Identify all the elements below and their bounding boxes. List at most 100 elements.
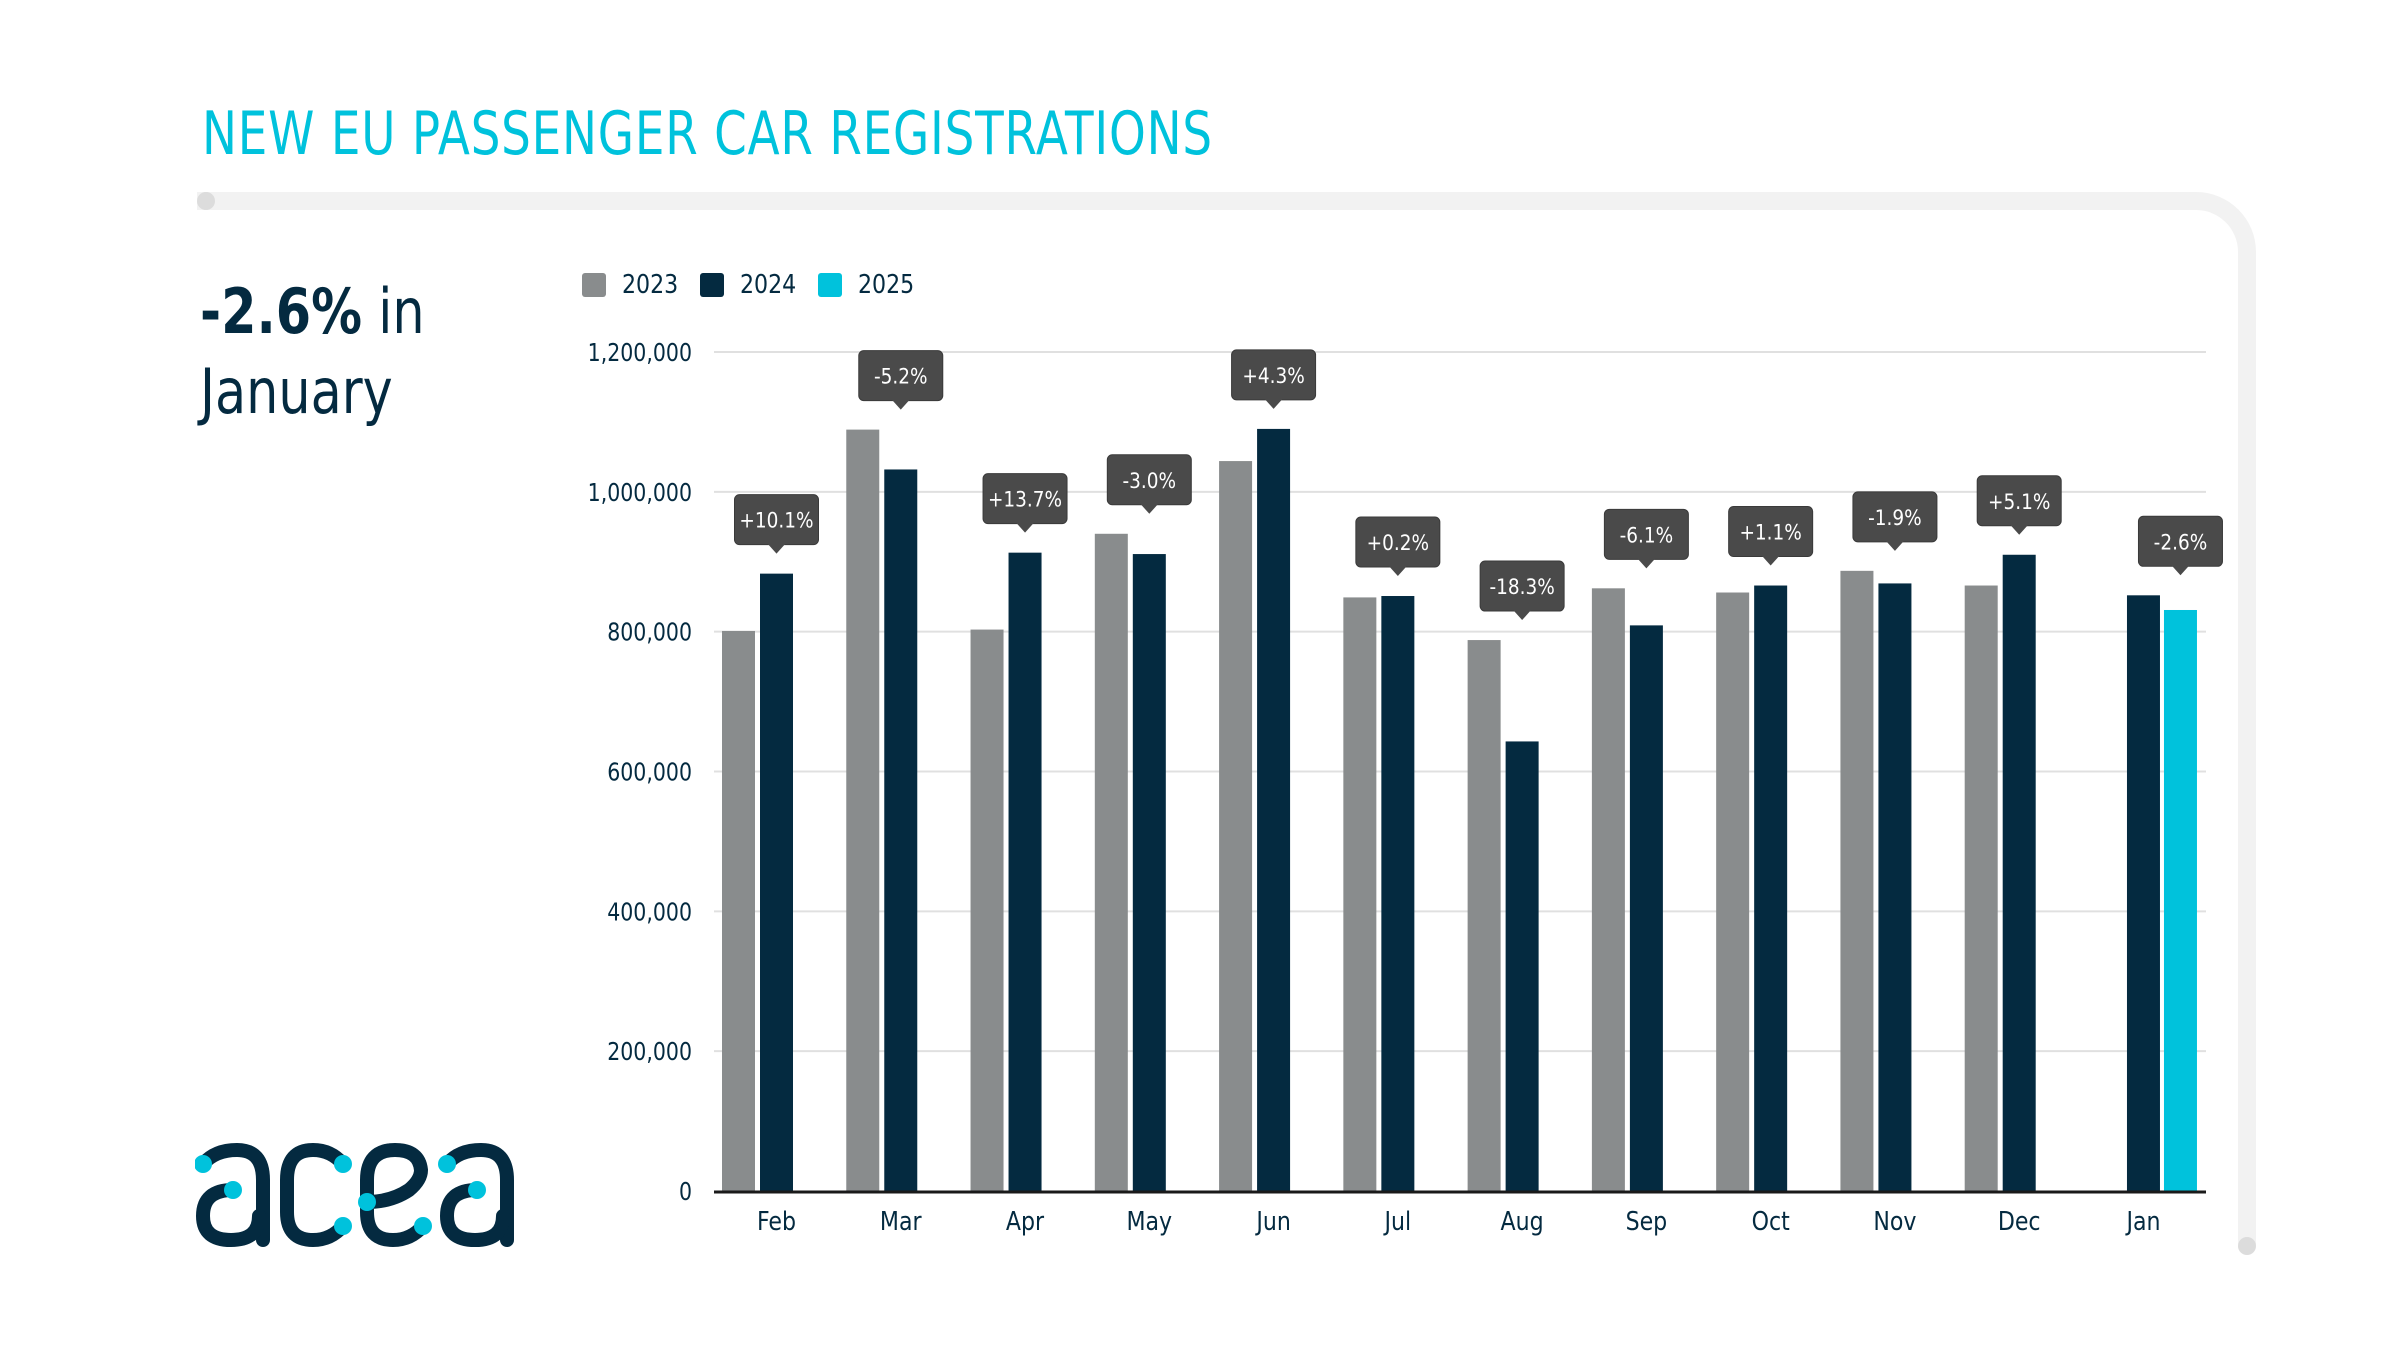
legend-item-2023: 2023 xyxy=(582,270,678,300)
change-tooltip: -1.9% xyxy=(1852,491,1938,551)
tooltip-label: -5.2% xyxy=(874,364,928,388)
y-axis-labels: 0 200,000 400,000 600,000 800,000 1,000,000 1,… xyxy=(588,339,692,1206)
frame-top-bar xyxy=(197,192,2197,210)
acea-logo xyxy=(195,1142,514,1248)
logo-letter-a1-bowl xyxy=(195,1183,266,1248)
logo-dot xyxy=(358,1193,376,1211)
headline-suffix: in xyxy=(362,275,425,348)
tooltip-label: -2.6% xyxy=(2154,530,2208,554)
legend-label-2024: 2024 xyxy=(740,270,797,300)
bar-2024-nov xyxy=(1878,583,1912,1191)
bar-2023-jun xyxy=(1219,461,1253,1191)
legend-swatch-2023 xyxy=(582,273,606,297)
legend-label-2025: 2025 xyxy=(858,270,915,300)
y-tick-label: 1,000,000 xyxy=(588,479,692,507)
gridlines xyxy=(714,351,2206,1053)
bar-2024-jan xyxy=(2126,595,2160,1191)
bar-2024-sep xyxy=(1629,625,1663,1191)
y-tick-label: 800,000 xyxy=(607,619,692,647)
change-tooltip: +4.3% xyxy=(1231,349,1317,409)
legend-item-2024: 2024 xyxy=(700,270,796,300)
tooltip-arrow xyxy=(1637,558,1656,569)
tooltip-label: +0.2% xyxy=(1367,531,1429,555)
tooltip-label: +13.7% xyxy=(988,488,1062,512)
logo-dot xyxy=(468,1181,486,1199)
legend-swatch-2024 xyxy=(700,273,724,297)
tooltip-label: +10.1% xyxy=(739,509,813,533)
chart-legend: 2023 2024 2025 xyxy=(582,270,936,300)
tooltip-label: +1.1% xyxy=(1739,520,1801,544)
tooltip-arrow xyxy=(1761,555,1780,566)
x-tick-label: Nov xyxy=(1873,1206,1916,1236)
change-tooltip: +1.1% xyxy=(1728,506,1814,566)
x-tick-label: May xyxy=(1126,1206,1172,1236)
bar-2024-feb xyxy=(760,573,793,1191)
bar-2024-mar xyxy=(884,469,918,1192)
x-tick-label: Oct xyxy=(1752,1206,1790,1236)
tooltip-label: +4.3% xyxy=(1242,364,1304,388)
change-tooltip: +5.1% xyxy=(1976,475,2062,535)
bar-2023-nov xyxy=(1840,570,1874,1191)
logo-dot xyxy=(438,1155,456,1173)
tooltip-arrow xyxy=(2171,565,2190,576)
y-tick-label: 0 xyxy=(679,1178,692,1206)
change-tooltip: -5.2% xyxy=(858,350,944,410)
bar-2023-sep xyxy=(1591,588,1625,1191)
bar-2024-may xyxy=(1132,554,1166,1191)
change-tooltip: -2.6% xyxy=(2137,515,2223,576)
y-tick-label: 400,000 xyxy=(607,898,692,926)
bars xyxy=(722,428,2197,1192)
tooltip-label: -1.9% xyxy=(1868,506,1922,530)
tooltip-arrow xyxy=(891,399,910,410)
logo-dot xyxy=(414,1217,432,1235)
x-tick-label: Mar xyxy=(880,1206,922,1236)
tooltip-arrow xyxy=(2010,524,2029,535)
tooltip-label: +5.1% xyxy=(1988,490,2050,514)
logo-letter-c xyxy=(280,1142,350,1248)
change-tooltip: -6.1% xyxy=(1603,508,1689,569)
tooltip-arrow xyxy=(1264,398,1283,409)
tooltip-arrow xyxy=(1388,566,1407,577)
bar-2024-dec xyxy=(2002,554,2036,1191)
logo-letter-a2 xyxy=(440,1142,514,1247)
logo-letter-e xyxy=(360,1142,430,1248)
change-annotations: +10.1% -5.2% +13.7% -3.0% +4.3% +0.2% -18.3% -6… xyxy=(734,349,2223,621)
bar-2023-feb xyxy=(722,630,755,1191)
tooltip-arrow xyxy=(1140,503,1159,514)
change-tooltip: -3.0% xyxy=(1106,454,1192,514)
bar-2024-oct xyxy=(1754,585,1788,1191)
tooltip-arrow xyxy=(1513,610,1532,621)
headline-period: January xyxy=(200,355,393,428)
change-tooltip: +10.1% xyxy=(734,494,819,554)
change-tooltip: -18.3% xyxy=(1479,560,1565,621)
legend-label-2023: 2023 xyxy=(622,270,679,300)
logo-dot xyxy=(195,1155,212,1173)
bar-2024-apr xyxy=(1008,552,1042,1191)
x-tick-label: Feb xyxy=(757,1206,796,1236)
logo-letter-a1 xyxy=(196,1142,270,1247)
bar-2023-oct xyxy=(1716,592,1750,1191)
bar-2023-dec xyxy=(1964,585,1998,1191)
headline: -2.6% in January xyxy=(200,280,425,424)
bar-2024-jun xyxy=(1257,428,1291,1191)
bar-2023-may xyxy=(1094,533,1128,1191)
x-tick-label: Apr xyxy=(1006,1206,1044,1236)
tooltip-arrow xyxy=(1016,522,1035,533)
tooltip-label: -18.3% xyxy=(1489,575,1554,599)
x-tick-label: Aug xyxy=(1501,1206,1544,1236)
y-tick-label: 1,200,000 xyxy=(588,339,692,367)
bar-2024-jul xyxy=(1381,596,1415,1191)
bar-2023-jul xyxy=(1343,597,1377,1191)
frame-end-dot xyxy=(2238,1237,2256,1255)
logo-dot xyxy=(224,1181,242,1199)
x-tick-label: Dec xyxy=(1998,1206,2041,1236)
bar-2024-aug xyxy=(1505,741,1539,1191)
legend-swatch-2025 xyxy=(818,273,842,297)
logo-dot xyxy=(334,1155,352,1173)
change-tooltip: +0.2% xyxy=(1355,516,1441,577)
tooltip-arrow xyxy=(1885,540,1904,551)
frame-start-dot xyxy=(197,192,215,210)
logo-dot xyxy=(334,1217,352,1235)
x-tick-label: Jan xyxy=(2125,1206,2161,1236)
